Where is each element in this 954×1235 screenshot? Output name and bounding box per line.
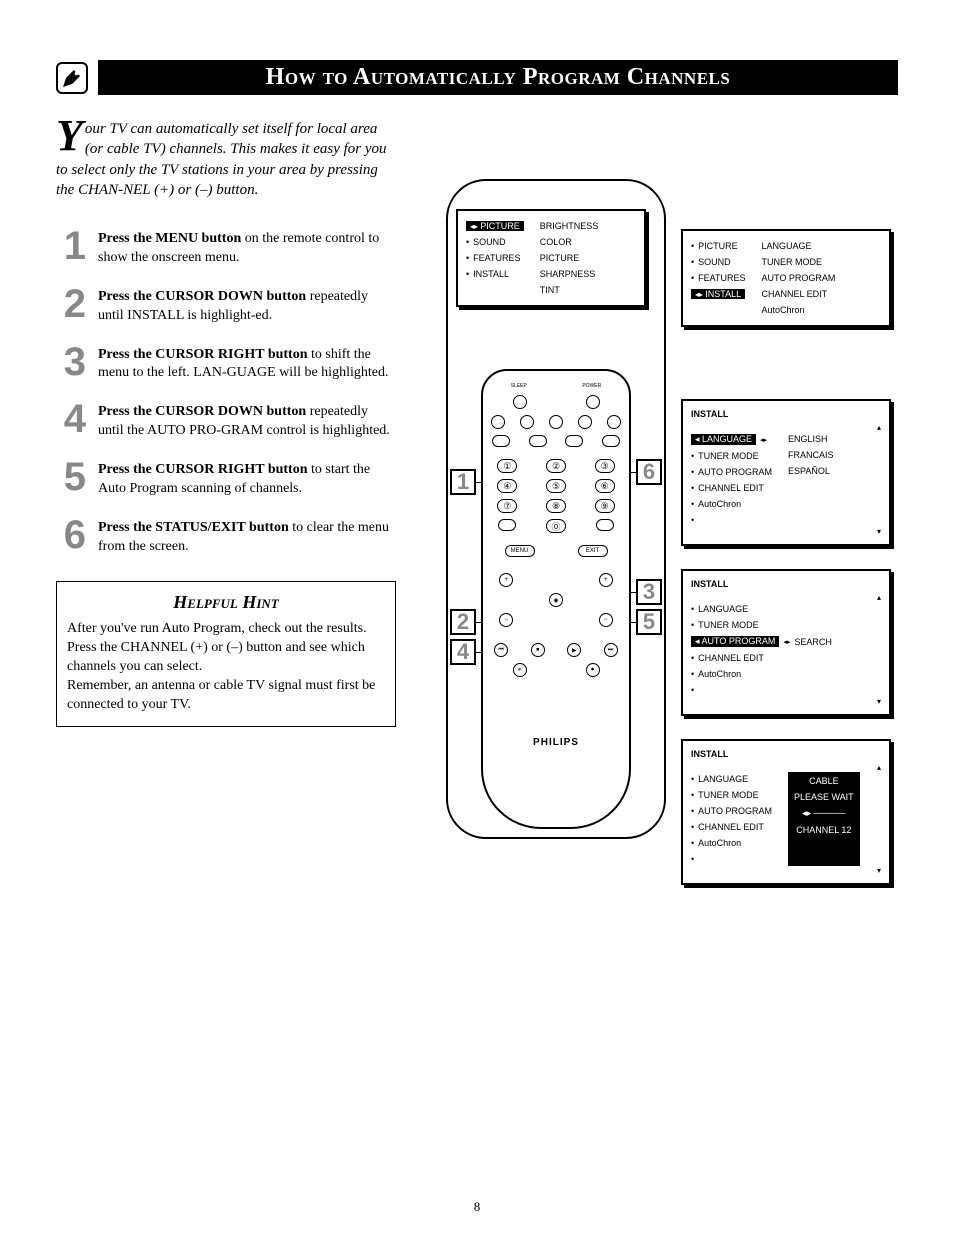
step-number: 3 — [56, 344, 86, 384]
step-number: 5 — [56, 459, 86, 499]
onscreen-menu-4: INSTALL ▴ LANGUAGE TUNER MODE ◂ AUTO PRO… — [681, 569, 891, 716]
left-column: Your TV can automatically set itself for… — [56, 119, 396, 899]
diagram: PICTURE SOUND FEATURES INSTALL BRIGHTNES… — [426, 179, 906, 899]
intro-paragraph: Your TV can automatically set itself for… — [56, 119, 396, 200]
step-number: 2 — [56, 286, 86, 326]
page-title: How to Automatically Program Channels — [98, 60, 898, 95]
right-column: PICTURE SOUND FEATURES INSTALL BRIGHTNES… — [416, 119, 906, 899]
step-text: Press the STATUS/EXIT button to clear th… — [98, 517, 396, 557]
callout-6: 6 — [636, 459, 662, 485]
hint-body-1: After you've run Auto Program, check out… — [67, 620, 385, 677]
onscreen-menu-1: PICTURE SOUND FEATURES INSTALL BRIGHTNES… — [456, 209, 646, 307]
step-5: 5 Press the CURSOR RIGHT button to start… — [56, 459, 396, 499]
onscreen-menu-5: INSTALL ▴ LANGUAGE TUNER MODE AUTO PROGR… — [681, 739, 891, 885]
callout-4: 4 — [450, 639, 476, 665]
step-text: Press the CURSOR DOWN button repeatedly … — [98, 401, 396, 441]
callout-3: 3 — [636, 579, 662, 605]
step-2: 2 Press the CURSOR DOWN button repeatedl… — [56, 286, 396, 326]
hint-body-2: Remember, an antenna or cable TV signal … — [67, 677, 385, 715]
helpful-hint-box: Helpful Hint After you've run Auto Progr… — [56, 581, 396, 728]
step-number: 4 — [56, 401, 86, 441]
callout-1: 1 — [450, 469, 476, 495]
remote-control: SLEEPPOWER ①②③ ④⑤⑥ ⑦⑧⑨ ⓪ MENUEXIT ++ ◉ −… — [481, 369, 631, 829]
callout-5: 5 — [636, 609, 662, 635]
hint-title: Helpful Hint — [67, 590, 385, 614]
intro-dropcap: Y — [56, 119, 83, 153]
step-number: 1 — [56, 228, 86, 268]
remote-brand: PHILIPS — [483, 737, 629, 748]
step-4: 4 Press the CURSOR DOWN button repeatedl… — [56, 401, 396, 441]
page-number: 8 — [474, 1199, 481, 1215]
content-area: Your TV can automatically set itself for… — [56, 119, 898, 899]
onscreen-menu-2: PICTURE SOUND FEATURES INSTALL LANGUAGE … — [681, 229, 891, 327]
step-6: 6 Press the STATUS/EXIT button to clear … — [56, 517, 396, 557]
step-text: Press the CURSOR RIGHT button to shift t… — [98, 344, 396, 384]
callout-2: 2 — [450, 609, 476, 635]
step-number: 6 — [56, 517, 86, 557]
onscreen-menu-3: INSTALL ▴ ◂ LANGUAGE ◂▸ TUNER MODE AUTO … — [681, 399, 891, 546]
step-text: Press the MENU button on the remote cont… — [98, 228, 396, 268]
pen-icon — [56, 62, 88, 94]
step-1: 1 Press the MENU button on the remote co… — [56, 228, 396, 268]
step-3: 3 Press the CURSOR RIGHT button to shift… — [56, 344, 396, 384]
title-bar: How to Automatically Program Channels — [56, 60, 898, 95]
step-text: Press the CURSOR DOWN button repeatedly … — [98, 286, 396, 326]
intro-text: our TV can automatically set itself for … — [56, 121, 387, 198]
step-text: Press the CURSOR RIGHT button to start t… — [98, 459, 396, 499]
